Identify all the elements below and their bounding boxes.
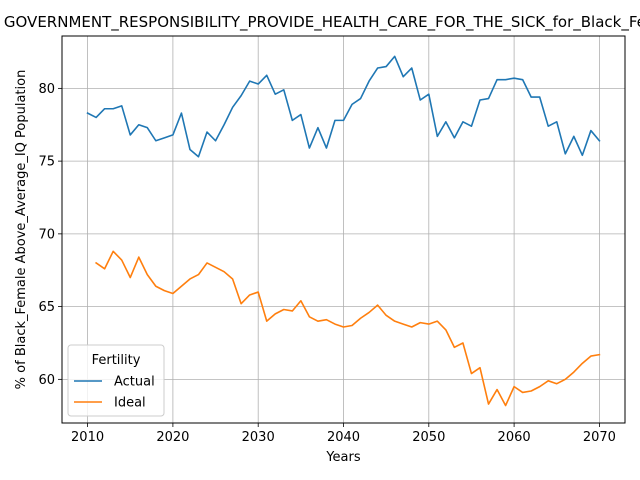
x-tick-label: 2060 (498, 430, 531, 445)
series-line-ideal (95, 250, 601, 407)
x-tick-label: 2070 (583, 430, 616, 445)
y-axis-ticks: 60 65 70 75 80 (38, 82, 62, 388)
y-axis-label: % of Black_Female Above_Average_IQ Popul… (14, 70, 29, 390)
series-line-actual (86, 55, 601, 158)
x-tick-label: 2020 (156, 430, 189, 445)
legend-box (67, 344, 165, 417)
chart-title: GOVERNMENT_RESPONSIBILITY_PROVIDE_HEALTH… (4, 13, 640, 32)
legend: Fertility Actual Ideal (67, 344, 165, 417)
x-axis-ticks: 2010 2020 2030 2040 2050 2060 2070 (71, 423, 616, 445)
legend-label-ideal: Ideal (114, 396, 146, 411)
series-layer (86, 55, 601, 407)
y-tick-label: 80 (38, 82, 55, 97)
x-tick-label: 2030 (242, 430, 275, 445)
x-tick-label: 2040 (327, 430, 360, 445)
legend-title: Fertility (92, 353, 141, 368)
legend-label-actual: Actual (114, 375, 155, 390)
y-tick-label: 70 (38, 227, 55, 242)
y-tick-label: 75 (38, 155, 55, 170)
x-axis-label: Years (325, 450, 361, 465)
x-tick-label: 2010 (71, 430, 104, 445)
legend-items: Actual Ideal (74, 375, 155, 411)
y-tick-label: 65 (38, 300, 55, 315)
x-tick-label: 2050 (412, 430, 445, 445)
y-tick-label: 60 (38, 373, 55, 388)
